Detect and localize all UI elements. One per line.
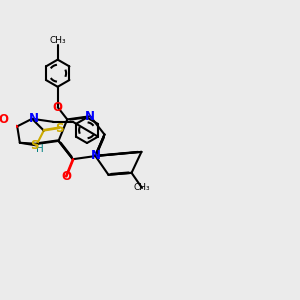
Text: H: H <box>36 144 44 154</box>
Text: CH₃: CH₃ <box>50 37 66 46</box>
Text: CH₃: CH₃ <box>134 184 150 193</box>
Text: O: O <box>0 113 8 126</box>
Text: N: N <box>28 112 38 125</box>
Text: N: N <box>91 149 101 163</box>
Text: N: N <box>85 110 95 123</box>
Text: O: O <box>53 101 63 114</box>
Text: O: O <box>61 170 71 183</box>
Text: S: S <box>55 122 63 135</box>
Text: S: S <box>31 139 39 152</box>
